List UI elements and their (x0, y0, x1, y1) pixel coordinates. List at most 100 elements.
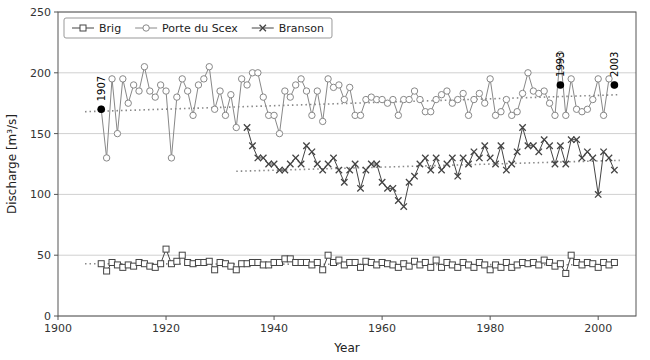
point (557, 261, 563, 267)
point (238, 76, 244, 82)
point (319, 118, 325, 124)
point (374, 161, 380, 167)
point (347, 84, 353, 90)
point (195, 82, 201, 88)
series-group (98, 51, 618, 161)
annotation-point (611, 81, 619, 89)
point (514, 149, 520, 155)
point (347, 167, 353, 173)
point (476, 155, 482, 161)
legend-swatch-marker (80, 25, 86, 31)
point (282, 88, 288, 94)
point (314, 259, 320, 265)
series-line (101, 55, 614, 158)
point (330, 155, 336, 161)
point (211, 106, 217, 112)
point (163, 246, 169, 252)
x-tick (598, 316, 599, 320)
point (174, 258, 180, 264)
point (309, 112, 315, 118)
point (546, 100, 552, 106)
point (314, 161, 320, 167)
point (319, 167, 325, 173)
point (384, 185, 390, 191)
point (611, 259, 617, 265)
point (482, 143, 488, 149)
point (471, 149, 477, 155)
point (509, 161, 515, 167)
y-tick-label: 0 (44, 310, 51, 323)
axes: 190019201940196019802000050100150200250 (30, 6, 636, 335)
grid-line (58, 133, 636, 134)
point (184, 88, 190, 94)
point (228, 91, 234, 97)
point (174, 94, 180, 100)
legend: BrigPorte du ScexBranson (64, 18, 332, 38)
point (130, 82, 136, 88)
point (336, 82, 342, 88)
legend-item: Brig (72, 22, 121, 35)
point (298, 161, 304, 167)
point (103, 155, 109, 161)
point (428, 167, 434, 173)
point (390, 96, 396, 102)
point (141, 64, 147, 70)
point (303, 88, 309, 94)
annotation-label: 1907 (96, 76, 107, 101)
series-group (244, 124, 618, 209)
point (600, 149, 606, 155)
point (600, 112, 606, 118)
point (114, 130, 120, 136)
point (584, 149, 590, 155)
point (460, 155, 466, 161)
point (590, 96, 596, 102)
point (525, 70, 531, 76)
point (503, 96, 509, 102)
point (222, 112, 228, 118)
annotation-label: 2003 (609, 52, 620, 77)
point (336, 167, 342, 173)
point (265, 161, 271, 167)
point (325, 252, 331, 258)
point (438, 167, 444, 173)
point (287, 161, 293, 167)
grid-line (58, 194, 636, 195)
x-tick-label: 1960 (368, 322, 396, 335)
point (611, 167, 617, 173)
point (379, 179, 385, 185)
point (519, 90, 525, 96)
point (563, 161, 569, 167)
point (201, 76, 207, 82)
y-tick-label: 250 (30, 6, 51, 19)
point (287, 94, 293, 100)
point (406, 179, 412, 185)
point (433, 96, 439, 102)
annotation-point (557, 81, 565, 89)
point (492, 161, 498, 167)
point (541, 136, 547, 142)
point (206, 258, 212, 264)
y-tick (54, 72, 58, 73)
point (298, 76, 304, 82)
point (249, 143, 255, 149)
trend-line (236, 160, 620, 171)
point (595, 76, 601, 82)
y-tick-label: 200 (30, 67, 51, 80)
point (525, 143, 531, 149)
point (573, 136, 579, 142)
legend-label: Porte du Scex (162, 22, 238, 35)
point (541, 88, 547, 94)
legend-swatch-marker (260, 25, 266, 31)
x-tick (490, 316, 491, 320)
point (341, 179, 347, 185)
point (260, 155, 266, 161)
point (325, 161, 331, 167)
plot-data (85, 51, 620, 276)
annotation-point (97, 105, 105, 113)
point (357, 112, 363, 118)
legend-box (64, 18, 332, 38)
x-tick-label: 1940 (260, 322, 288, 335)
point (530, 143, 536, 149)
point (579, 155, 585, 161)
point (417, 161, 423, 167)
